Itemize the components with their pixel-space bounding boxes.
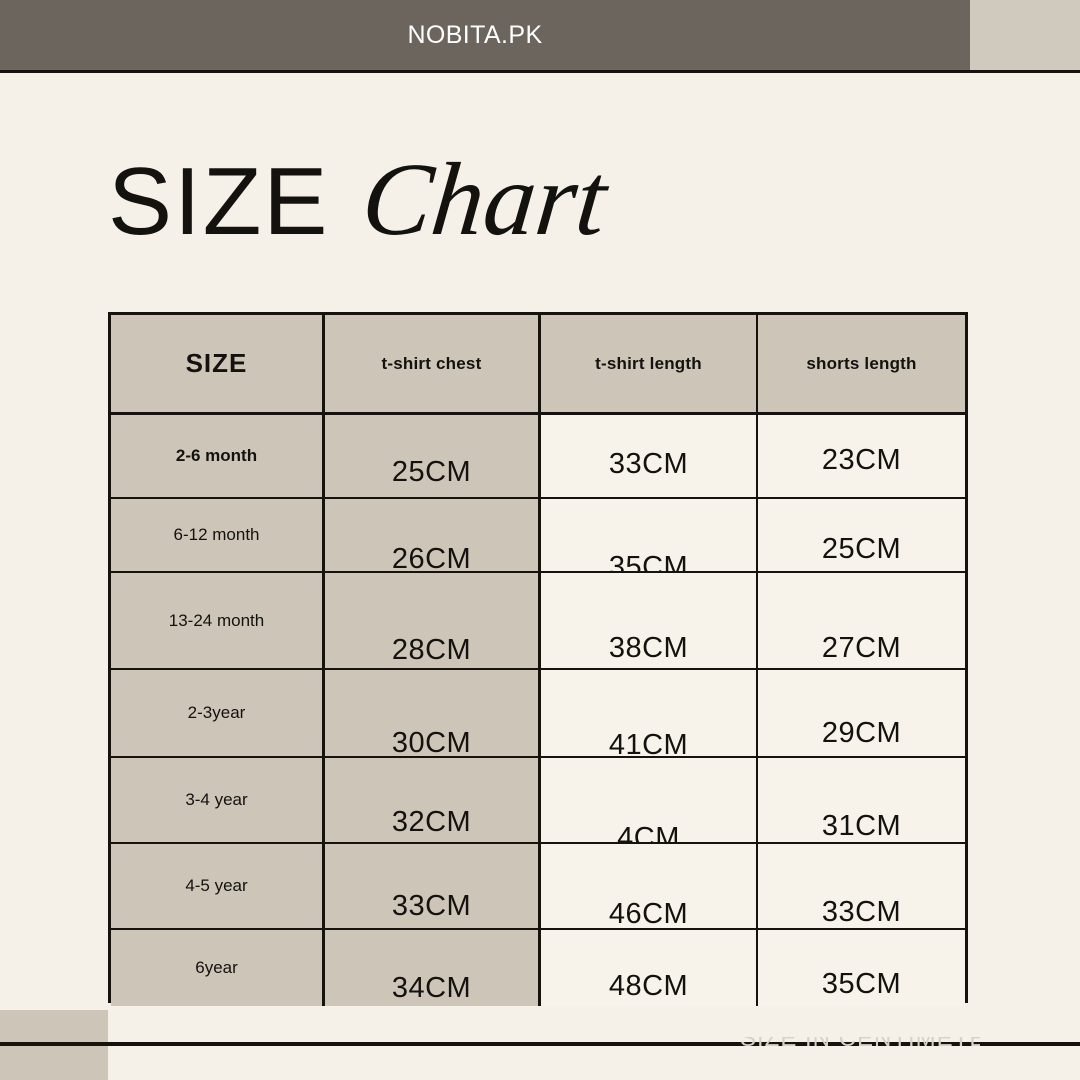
- cell-size: 2-3year: [111, 670, 325, 756]
- brand-header-accent-block: [970, 0, 1080, 70]
- cell-tshirt-chest: 34CM: [325, 930, 541, 1006]
- cell-shorts-length: 23CM: [758, 415, 965, 497]
- column-header-shorts-length: shorts length: [758, 315, 965, 412]
- table-body: 2-6 month 25CM 33CM 23CM 6-12 month 26CM 35CM 2…: [111, 415, 965, 1006]
- table-row: 13-24 month 28CM 38CM 27CM: [111, 573, 965, 670]
- bottom-divider-rule: [0, 1042, 1080, 1046]
- footer-clipped-caption: SIZE IN CENTIMETER: [740, 1037, 980, 1052]
- cell-size: 2-6 month: [111, 415, 325, 497]
- cell-size: 4-5 year: [111, 844, 325, 928]
- cell-tshirt-chest: 33CM: [325, 844, 541, 928]
- table-row: 4-5 year 33CM 46CM 33CM: [111, 844, 965, 930]
- column-header-size: SIZE: [111, 315, 325, 412]
- cell-size: 13-24 month: [111, 573, 325, 668]
- cell-tshirt-length: 41CM: [541, 670, 758, 761]
- table-row: 6-12 month 26CM 35CM 25CM: [111, 499, 965, 583]
- page-title-primary: SIZE: [108, 148, 330, 255]
- cell-tshirt-chest: 30CM: [325, 670, 541, 759]
- cell-shorts-length: 29CM: [758, 670, 965, 756]
- table-row: 2-6 month 25CM 33CM 23CM: [111, 415, 965, 499]
- cell-tshirt-length: 35CM: [541, 499, 758, 583]
- cell-tshirt-length: 46CM: [541, 844, 758, 930]
- cell-size: 6-12 month: [111, 499, 325, 571]
- table-header-row: SIZE t-shirt chest t-shirt length shorts…: [111, 315, 965, 415]
- brand-name: NOBITA.PK: [407, 20, 543, 49]
- cell-size: 6year: [111, 930, 325, 1006]
- cell-tshirt-length: 48CM: [541, 930, 758, 1006]
- table-row: 6year 34CM 48CM 35CM: [111, 930, 965, 1006]
- size-chart-table: SIZE t-shirt chest t-shirt length shorts…: [108, 312, 968, 1006]
- brand-header-divider: [0, 70, 1080, 73]
- cell-tshirt-length: 4CM: [541, 758, 758, 854]
- cell-shorts-length: 35CM: [758, 930, 965, 1006]
- page-title-script: Chart: [357, 142, 613, 257]
- cell-shorts-length: 31CM: [758, 758, 965, 842]
- cell-shorts-length: 33CM: [758, 844, 965, 928]
- cell-tshirt-chest: 25CM: [325, 415, 541, 497]
- cell-tshirt-chest: 32CM: [325, 758, 541, 842]
- brand-header-bar: NOBITA.PK: [0, 0, 970, 70]
- table-row: 2-3year 30CM 41CM 29CM: [111, 670, 965, 761]
- table-row: 3-4 year 32CM 4CM 31CM: [111, 758, 965, 854]
- cell-shorts-length: 27CM: [758, 573, 965, 668]
- page-title: SIZE Chart: [108, 142, 612, 257]
- cell-tshirt-chest: 26CM: [325, 499, 541, 575]
- column-header-tshirt-chest: t-shirt chest: [325, 315, 541, 412]
- cell-tshirt-length: 38CM: [541, 573, 758, 668]
- cell-tshirt-length: 33CM: [541, 415, 758, 497]
- cell-shorts-length: 25CM: [758, 499, 965, 571]
- cell-tshirt-chest: 28CM: [325, 573, 541, 668]
- cell-size: 3-4 year: [111, 758, 325, 842]
- column-header-tshirt-length: t-shirt length: [541, 315, 758, 412]
